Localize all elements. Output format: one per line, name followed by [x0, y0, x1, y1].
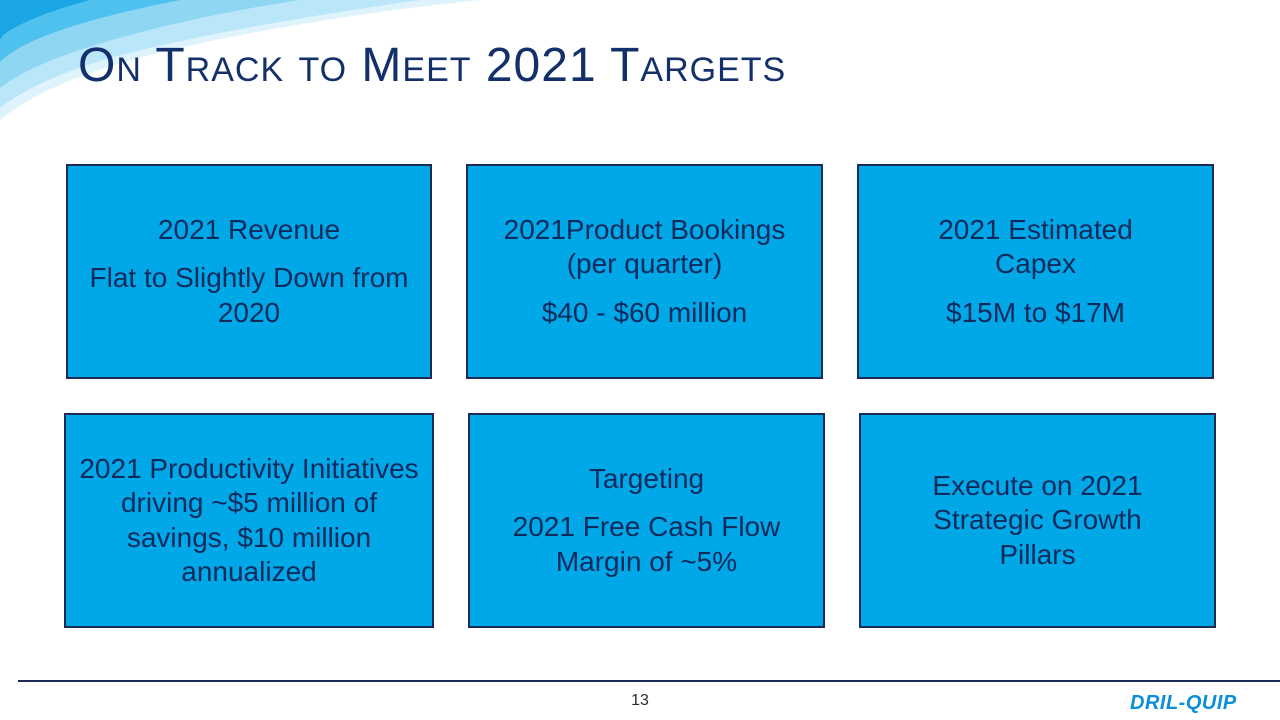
decorative-swoosh	[0, 0, 480, 120]
target-box-bookings: 2021Product Bookings (per quarter) $40 -…	[466, 164, 823, 379]
footer-divider	[18, 680, 1280, 682]
box-detail: Flat to Slightly Down from 2020	[89, 262, 409, 328]
box-detail: $40 - $60 million	[541, 296, 748, 328]
box-heading: Execute on 2021 Strategic Growth Pillars	[932, 470, 1143, 570]
logo-text: DRIL-QUIP	[1130, 692, 1237, 714]
page-number: 13	[631, 692, 649, 709]
box-heading: 2021Product Bookings (per quarter)	[503, 214, 786, 280]
target-box-free-cash-flow: Targeting 2021 Free Cash Flow Margin of …	[468, 413, 825, 628]
slide-title: On Track to Meet 2021 Targets	[78, 39, 787, 92]
box-heading: 2021 Revenue	[157, 214, 341, 246]
box-heading: 2021 Productivity Initiatives driving ~$…	[79, 453, 419, 587]
box-detail: $15M to $17M	[946, 296, 1125, 328]
box-heading: Targeting	[588, 463, 705, 495]
box-heading: 2021 Estimated Capex	[938, 214, 1133, 280]
box-detail: 2021 Free Cash Flow Margin of ~5%	[512, 511, 781, 577]
dril-quip-logo: DRIL-QUIP	[1130, 692, 1237, 714]
target-box-growth-pillars: Execute on 2021 Strategic Growth Pillars	[859, 413, 1216, 628]
target-box-capex: 2021 Estimated Capex $15M to $17M	[857, 164, 1214, 379]
target-box-productivity: 2021 Productivity Initiatives driving ~$…	[64, 413, 434, 628]
target-box-revenue: 2021 Revenue Flat to Slightly Down from …	[66, 164, 432, 379]
